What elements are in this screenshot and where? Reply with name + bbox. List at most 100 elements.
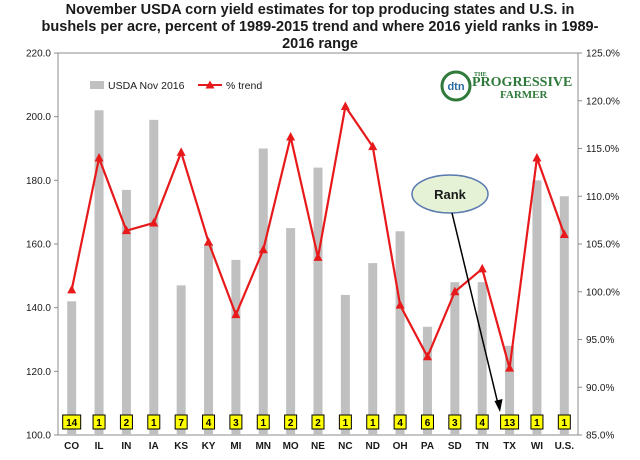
dtn-badge (440, 70, 472, 102)
rank-label: 1 (370, 418, 376, 429)
bar-tx (505, 345, 515, 435)
rank-label: 4 (397, 418, 403, 429)
category-axis: CO IL IN IA KS KY MI MN MO NE NC ND OH PA SD TN TX WI U.S. (64, 441, 574, 452)
bar-pa (422, 326, 432, 435)
category-label: U.S. (555, 441, 575, 452)
rank-box (202, 414, 216, 430)
trend-point-us (559, 229, 569, 238)
rank-box (92, 414, 106, 430)
rank-box (174, 414, 188, 430)
category-label: OH (393, 441, 408, 452)
rank-label: 1 (151, 418, 157, 429)
rank-callout-arrowhead (494, 399, 503, 412)
trend-point-ia (149, 217, 159, 227)
rank-label: 1 (562, 418, 568, 429)
rank-box (557, 414, 571, 430)
bar-nc (340, 294, 350, 435)
rank-box (311, 414, 325, 430)
bar-nd (368, 263, 378, 435)
bar-ky (204, 244, 214, 435)
left-tick-label: 220.0 (26, 49, 51, 60)
chart-title: November USDA corn yield estimates for t… (10, 2, 630, 53)
rank-box (500, 414, 520, 430)
left-axis: 100.0 120.0 140.0 160.0 180.0 200.0 220.0 (26, 49, 58, 442)
legend-bar-label: USDA Nov 2016 (108, 80, 185, 92)
bar-sd (450, 282, 460, 435)
rank-box (338, 414, 352, 430)
rank-label: 7 (178, 418, 184, 429)
left-tick-label: 180.0 (26, 176, 51, 187)
category-label: PA (421, 441, 434, 452)
category-label: SD (448, 441, 462, 452)
bar-mi (231, 259, 241, 435)
rank-label: 2 (315, 418, 321, 429)
category-label: TN (476, 441, 489, 452)
legend: USDA Nov 2016 % trend (90, 80, 262, 92)
rank-label: 13 (504, 418, 516, 429)
rank-labels: 14 1 2 1 7 4 3 1 2 2 1 1 4 6 3 4 13 1 1 (62, 414, 571, 430)
rank-label: 3 (452, 418, 458, 429)
rank-label: 1 (534, 418, 540, 429)
logo-line-2: FARMER (500, 89, 549, 101)
trend-point-tx (505, 363, 515, 372)
trend-point-in (121, 225, 131, 235)
title-line-1: November USDA corn yield estimates for t… (65, 2, 575, 18)
right-tick-label: 95.0% (586, 335, 614, 346)
rank-box (284, 414, 298, 430)
line-series (67, 101, 569, 372)
right-tick-label: 85.0% (586, 431, 614, 442)
trend-point-ne (313, 252, 323, 261)
rank-callout: Rank (411, 174, 503, 412)
trend-point-nc (340, 101, 350, 110)
trend-point-tn (477, 263, 487, 273)
rank-label: 2 (288, 418, 294, 429)
category-label: NC (338, 441, 352, 452)
right-tick-label: 90.0% (586, 383, 614, 394)
left-tick-label: 120.0 (26, 367, 51, 378)
trend-point-ks (176, 147, 186, 156)
rank-label: 4 (479, 418, 485, 429)
rank-callout-bubble (411, 174, 489, 214)
rank-box (119, 414, 133, 430)
bar-in (121, 189, 131, 435)
category-label: MO (283, 441, 299, 452)
logo-line-1: PROGRESSIVE (472, 75, 572, 90)
right-tick-label: 110.0% (586, 192, 619, 203)
rank-callout-label: Rank (434, 187, 467, 202)
bar-us (559, 196, 569, 435)
right-tick-label: 125.0% (586, 49, 620, 60)
trend-point-sd (450, 286, 460, 296)
category-label: ND (366, 441, 380, 452)
bar-series (67, 110, 569, 436)
rank-label: 2 (124, 418, 130, 429)
rank-label: 1 (343, 418, 349, 429)
category-label: WI (531, 441, 543, 452)
category-label: NE (311, 441, 325, 452)
trend-point-mn (258, 244, 268, 254)
bar-ne (313, 167, 323, 435)
rank-box (530, 414, 544, 430)
bar-tn (477, 282, 487, 435)
rank-label: 6 (425, 418, 431, 429)
rank-box (393, 414, 407, 430)
left-tick-label: 200.0 (26, 112, 51, 123)
category-label: IN (121, 441, 131, 452)
category-label: KY (202, 441, 216, 452)
progressive-farmer-logo: dtn THE PROGRESSIVE FARMER (440, 70, 572, 102)
trend-point-pa (422, 351, 432, 361)
trend-point-mo (286, 132, 296, 141)
rank-box (147, 414, 161, 430)
bar-wi (532, 180, 542, 435)
rank-box (420, 414, 434, 430)
rank-label: 3 (233, 418, 239, 429)
left-tick-label: 160.0 (26, 240, 51, 251)
bar-co (67, 301, 77, 435)
right-tick-label: 120.0% (586, 96, 620, 107)
rank-callout-arrow (451, 212, 499, 405)
title-line-2: bushels per acre, percent of 1989-2015 t… (41, 19, 599, 35)
trend-point-il (94, 153, 104, 162)
category-label: MI (230, 441, 241, 452)
category-label: IL (95, 441, 104, 452)
trend-point-oh (395, 300, 405, 309)
